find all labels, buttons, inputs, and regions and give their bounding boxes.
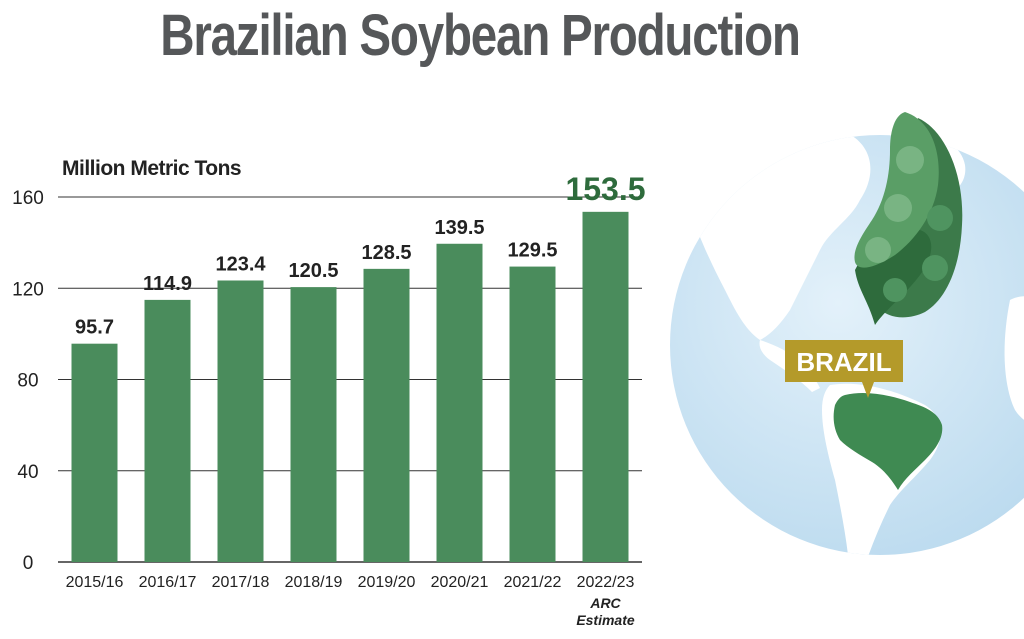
brazil-label-box [785,340,903,382]
bean-1 [896,146,924,174]
data-label: 139.5 [434,217,484,239]
bean-3 [865,237,891,263]
data-label: 120.5 [288,260,338,282]
y-axis-label: Million Metric Tons [62,157,241,180]
bar [436,243,483,562]
y-tick-label: 0 [23,553,34,574]
soybean-pod-icon [854,112,963,325]
y-tick-label: 80 [17,371,38,392]
bean-2 [884,194,912,222]
x-tick-label: 2016/17 [139,574,197,591]
x-tick-label: 2021/22 [504,574,562,591]
x-tick-label: 2017/18 [212,574,270,591]
bar [582,211,629,562]
bar-chart: Million Metric Tons 0 40 80 120 160 95.7 2015/1… [12,157,645,628]
bar [71,343,118,562]
bean-6 [883,278,907,302]
data-label: 95.7 [75,317,114,339]
y-tick-label: 120 [12,279,44,300]
brazil-label-text: BRAZIL [796,347,891,377]
bean-5 [922,255,948,281]
bar [509,266,556,562]
x-tick-label: 2015/16 [66,574,124,591]
africa-landmass [1004,296,1024,426]
chart-title: Brazilian Soybean Production [160,3,801,68]
data-label: 128.5 [361,242,411,264]
x-tick-label: 2022/23 [577,574,635,591]
bar [217,280,264,562]
bar [144,299,191,562]
data-label: 153.5 [565,171,645,207]
bar [290,287,337,562]
brazil-label-pointer [862,382,874,398]
data-label: 114.9 [143,273,192,295]
data-label: 129.5 [507,240,557,262]
brazil-label-callout: BRAZIL [785,340,903,398]
bar [363,268,410,562]
y-tick-label: 160 [12,188,44,209]
data-label: 123.4 [215,253,266,275]
brazil-shape [833,392,943,490]
x-tick-label: 2018/19 [285,574,343,591]
y-tick-label: 40 [17,462,38,483]
x-tick-note: ARC [589,595,621,611]
x-tick-note: Estimate [576,612,635,628]
x-tick-label: 2019/20 [358,574,416,591]
x-tick-label: 2020/21 [431,574,489,591]
bean-4 [927,205,953,231]
